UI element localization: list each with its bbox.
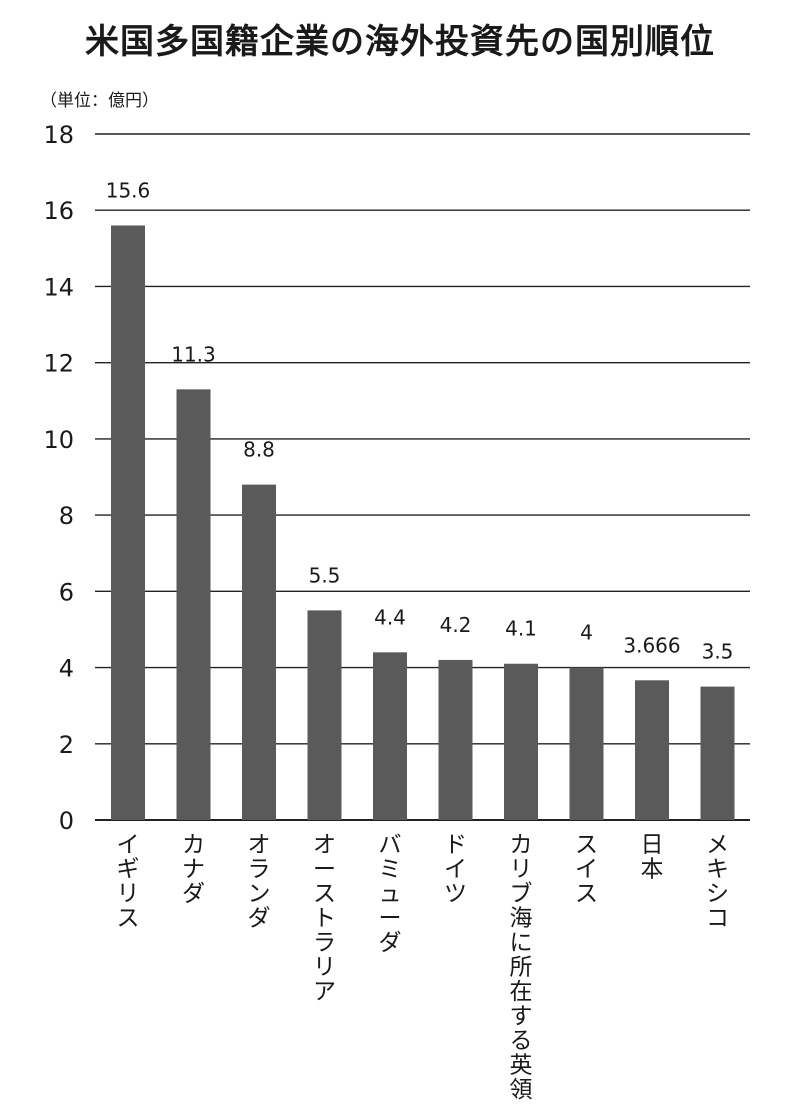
category-labels: イギリス カナダ オランダ オーストラリア バミューダ ドイツ カリブ海に所在する英領 スイス…	[117, 832, 730, 1103]
bar	[176, 389, 211, 820]
y-tick-label: 8	[59, 502, 74, 530]
y-tick-label: 6	[59, 578, 74, 606]
y-tick-label: 2	[59, 731, 74, 759]
y-tick-label: 10	[43, 426, 74, 454]
value-label: 4	[580, 621, 593, 645]
y-tick-label: 18	[43, 121, 74, 149]
category-label: イギリス	[117, 832, 140, 932]
category-label: ドイツ	[444, 832, 467, 907]
bar	[307, 610, 342, 820]
value-label: 4.2	[440, 613, 472, 637]
category-label: カリブ海に所在する英領	[510, 832, 533, 1103]
bar	[700, 686, 735, 820]
category-label: カナダ	[182, 832, 205, 907]
category-label: オーストラリア	[313, 832, 336, 1005]
y-tick-label: 16	[43, 197, 74, 225]
category-label: メキシコ	[706, 832, 729, 932]
bar	[504, 663, 538, 820]
value-label: 5.5	[309, 563, 341, 587]
value-label: 3.666	[623, 633, 680, 657]
value-label: 15.6	[106, 178, 151, 202]
bar	[242, 484, 276, 820]
bar	[569, 667, 604, 820]
category-label: スイス	[575, 832, 598, 907]
value-label: 4.1	[505, 617, 537, 641]
y-tick-label: 14	[43, 273, 74, 301]
category-label: オランダ	[248, 832, 271, 932]
value-label: 3.5	[702, 640, 734, 664]
bar	[373, 652, 407, 820]
y-axis-ticks: 0 2 4 6 8 10 12 14 16 18	[43, 121, 74, 835]
bar	[111, 225, 145, 820]
bar	[438, 659, 473, 820]
value-label: 8.8	[243, 438, 275, 462]
chart-title: 米国多国籍企業の海外投資先の国別順位	[85, 22, 715, 62]
y-tick-label: 0	[59, 807, 74, 835]
bars	[111, 225, 735, 820]
value-label: 4.4	[374, 605, 406, 629]
y-tick-label: 4	[59, 655, 74, 683]
category-label: 日本	[641, 832, 664, 883]
unit-label: （単位：億円）	[40, 91, 159, 111]
value-label: 11.3	[171, 342, 216, 366]
value-labels: 15.6 11.3 8.8 5.5 4.4 4.2 4.1 4 3.666 3.5	[106, 178, 734, 663]
bar	[635, 680, 669, 820]
category-label: バミューダ	[379, 832, 402, 956]
y-tick-label: 12	[43, 350, 74, 378]
